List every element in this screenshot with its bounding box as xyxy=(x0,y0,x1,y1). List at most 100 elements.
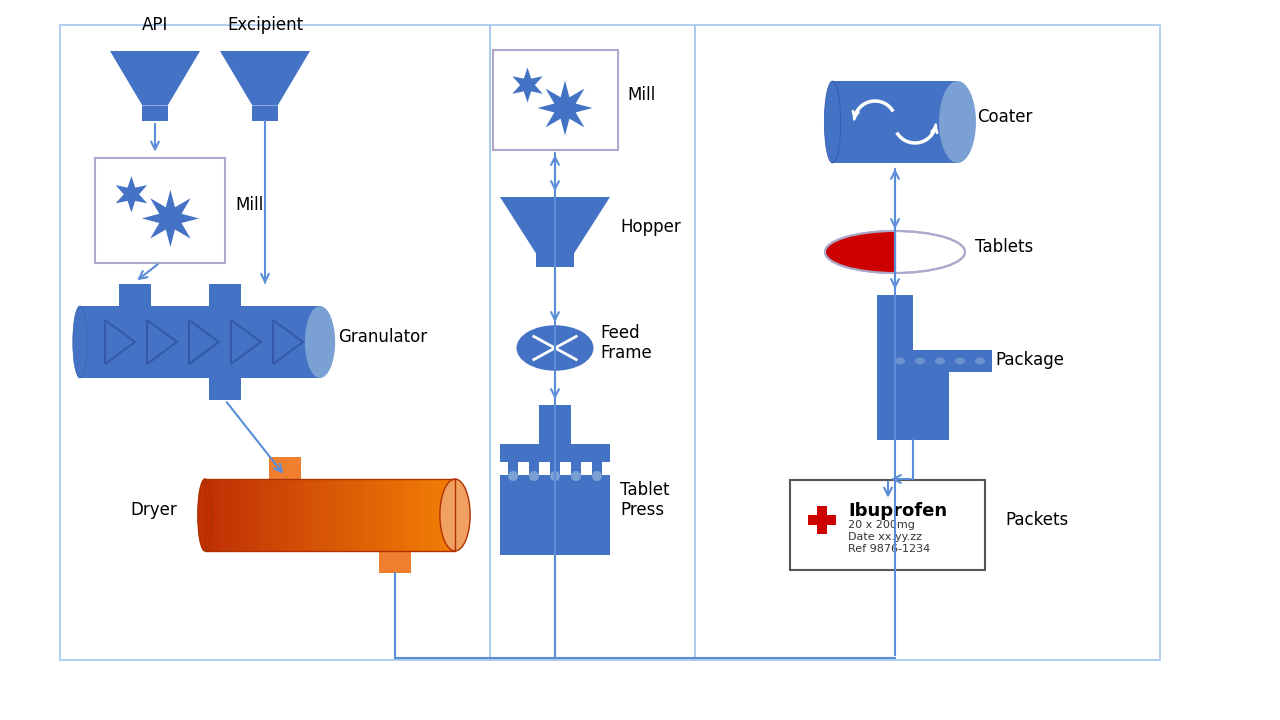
Polygon shape xyxy=(512,68,543,102)
Bar xyxy=(500,444,611,462)
Bar xyxy=(317,479,323,551)
Text: Ibuprofen: Ibuprofen xyxy=(849,502,947,520)
Bar xyxy=(447,479,452,551)
Bar xyxy=(330,479,335,551)
Bar xyxy=(271,479,276,551)
Text: Mill: Mill xyxy=(627,86,655,104)
Bar xyxy=(451,479,456,551)
Bar xyxy=(259,479,265,551)
Bar xyxy=(591,460,602,476)
Bar xyxy=(550,460,559,476)
Bar xyxy=(413,479,419,551)
Circle shape xyxy=(529,471,539,481)
Bar xyxy=(221,479,227,551)
Bar xyxy=(571,460,581,476)
Bar xyxy=(293,479,298,551)
Bar xyxy=(310,479,315,551)
Bar xyxy=(490,25,695,660)
Text: API: API xyxy=(142,16,168,34)
Bar xyxy=(426,479,431,551)
Ellipse shape xyxy=(975,358,986,364)
Bar xyxy=(119,284,151,306)
Bar xyxy=(434,479,439,551)
Polygon shape xyxy=(220,51,310,106)
Bar xyxy=(214,479,219,551)
Text: Ref 9876-1234: Ref 9876-1234 xyxy=(849,544,931,554)
Bar xyxy=(205,479,210,551)
Bar xyxy=(218,479,223,551)
Text: Date xx.yy.zz: Date xx.yy.zz xyxy=(849,532,923,542)
Bar xyxy=(539,405,571,450)
Bar xyxy=(321,479,326,551)
Bar xyxy=(347,479,352,551)
Bar xyxy=(367,479,372,551)
Bar xyxy=(695,25,1160,660)
Bar xyxy=(230,479,236,551)
Bar xyxy=(297,479,302,551)
Bar xyxy=(388,479,393,551)
Ellipse shape xyxy=(73,306,87,378)
Bar xyxy=(371,479,376,551)
Bar xyxy=(234,479,239,551)
Bar xyxy=(238,479,243,551)
Ellipse shape xyxy=(934,358,945,364)
Bar xyxy=(275,479,282,551)
Text: Coater: Coater xyxy=(978,108,1033,126)
Ellipse shape xyxy=(940,81,975,163)
Bar xyxy=(393,479,398,551)
Bar xyxy=(334,479,339,551)
Bar xyxy=(410,479,415,551)
Ellipse shape xyxy=(305,306,335,378)
Ellipse shape xyxy=(915,358,925,364)
Text: Package: Package xyxy=(995,351,1064,369)
Bar xyxy=(384,479,389,551)
Text: Feed
Frame: Feed Frame xyxy=(600,323,652,362)
Polygon shape xyxy=(142,106,168,121)
Text: Packets: Packets xyxy=(1006,511,1069,529)
Bar xyxy=(284,479,289,551)
Bar xyxy=(877,350,992,372)
Polygon shape xyxy=(536,253,575,267)
Bar xyxy=(421,479,426,551)
Text: Mill: Mill xyxy=(236,196,264,214)
Bar xyxy=(818,506,827,534)
Bar xyxy=(417,479,422,551)
Text: 20 x 200mg: 20 x 200mg xyxy=(849,520,915,530)
Circle shape xyxy=(571,471,581,481)
Bar xyxy=(288,479,293,551)
Bar xyxy=(255,479,260,551)
Ellipse shape xyxy=(824,81,841,163)
Bar xyxy=(508,460,518,476)
Bar xyxy=(791,480,986,570)
Ellipse shape xyxy=(895,358,905,364)
Bar xyxy=(338,479,343,551)
Bar xyxy=(430,479,435,551)
Polygon shape xyxy=(500,197,611,253)
Text: Tablet
Press: Tablet Press xyxy=(620,481,669,519)
Circle shape xyxy=(508,471,518,481)
Bar xyxy=(809,515,837,525)
Bar xyxy=(314,479,319,551)
Bar xyxy=(529,460,539,476)
Ellipse shape xyxy=(198,479,212,551)
Bar xyxy=(264,479,269,551)
Polygon shape xyxy=(115,176,147,212)
Bar xyxy=(376,479,381,551)
Bar xyxy=(301,479,306,551)
Circle shape xyxy=(550,471,559,481)
Polygon shape xyxy=(252,106,278,121)
Bar xyxy=(209,378,241,400)
Circle shape xyxy=(591,471,602,481)
Bar xyxy=(209,479,214,551)
Bar xyxy=(326,479,332,551)
Polygon shape xyxy=(142,190,198,247)
Ellipse shape xyxy=(440,479,470,551)
Bar xyxy=(379,551,411,573)
Bar xyxy=(360,479,365,551)
Bar xyxy=(269,457,301,479)
Bar xyxy=(209,284,241,306)
Bar xyxy=(438,479,443,551)
Bar xyxy=(404,479,410,551)
Bar xyxy=(242,479,247,551)
Bar xyxy=(380,479,385,551)
